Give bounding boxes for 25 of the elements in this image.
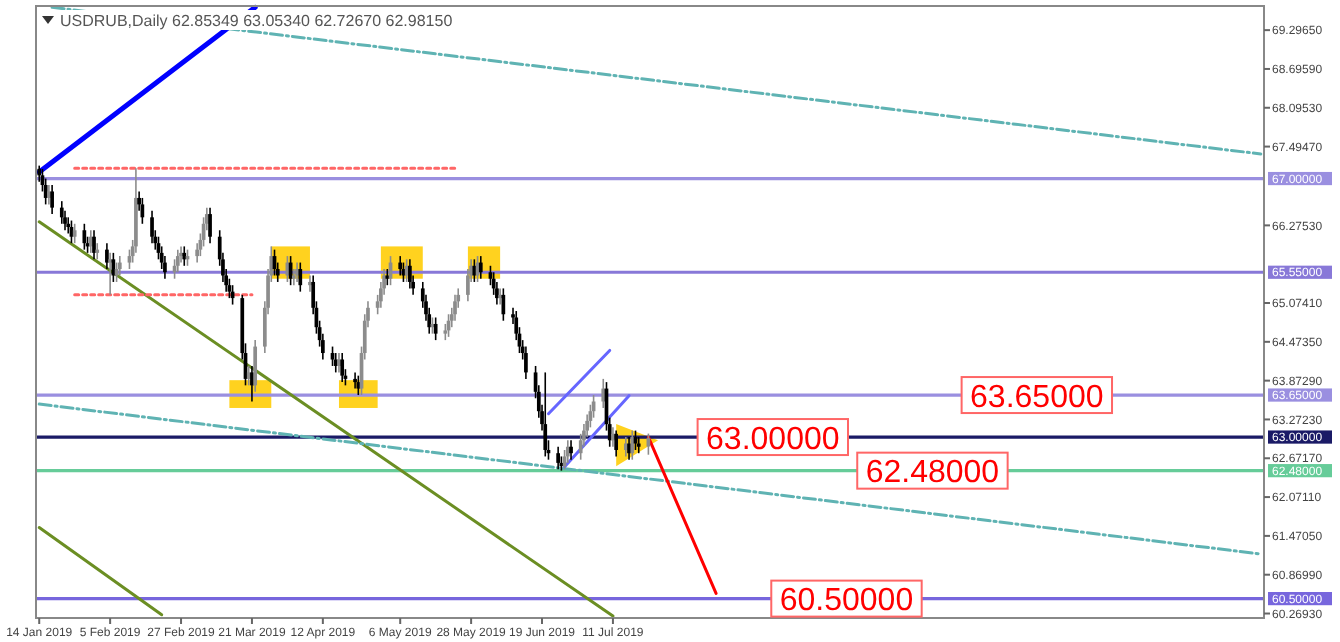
candlestick [108, 252, 112, 296]
annotation: 63.65000 [970, 380, 1104, 415]
annotation: 60.50000 [779, 584, 914, 619]
candlestick [72, 222, 77, 244]
candlestick [569, 439, 573, 461]
candlestick [208, 206, 212, 244]
candlestick [43, 177, 48, 206]
candlestick [356, 374, 361, 396]
candlestick [524, 345, 528, 380]
chart-title: USDRUB,Daily 62.85349 63.05340 62.72670 62.98150 [60, 12, 454, 30]
candlestick [556, 445, 560, 471]
candlestick [408, 258, 412, 290]
candlestick [59, 200, 64, 225]
candlestick [50, 184, 54, 215]
candlestick [453, 294, 457, 322]
candlestick [353, 371, 357, 390]
candlestick [150, 210, 154, 244]
candlestick [298, 261, 303, 293]
annotation: 62.48000 [865, 456, 1000, 491]
candlestick [105, 242, 109, 270]
candlestick [253, 339, 258, 393]
candlestick [92, 229, 96, 261]
candlestick [501, 287, 506, 322]
candlestick [82, 222, 87, 251]
annotation: 63.00000 [706, 422, 840, 457]
